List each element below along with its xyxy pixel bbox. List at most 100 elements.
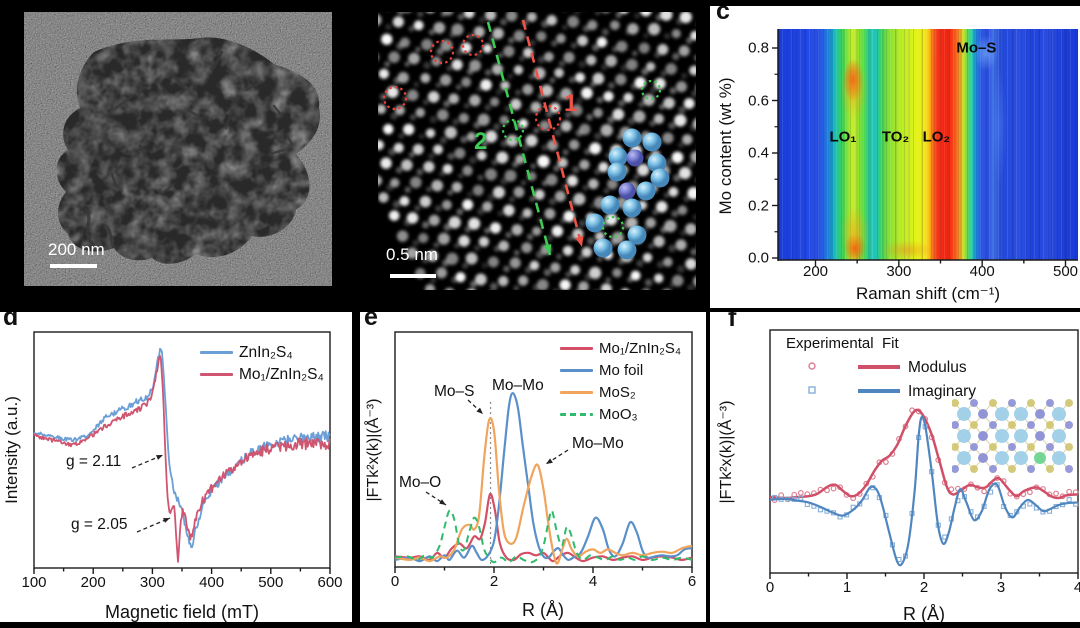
g-value-annotation-1: g = 2.11 <box>66 453 122 470</box>
atom-dot <box>685 223 696 235</box>
atom-dot <box>671 274 684 287</box>
atom-dot <box>612 267 622 278</box>
atom-dot <box>455 272 466 283</box>
atom-dot-dim <box>481 262 488 269</box>
atom-dot-dim <box>473 121 481 129</box>
atom-dot-dim <box>644 278 653 287</box>
atom-dot <box>620 12 628 14</box>
atom-dot-dim <box>568 76 576 84</box>
inset-atom-small <box>989 421 997 429</box>
atom-dot-dim <box>636 259 644 268</box>
annotation-arrow-head <box>439 499 446 505</box>
atom-dot <box>388 210 400 221</box>
exafs-curve <box>394 492 693 563</box>
atom-dot <box>687 187 696 200</box>
atom-dot <box>445 287 454 290</box>
atom-dot <box>578 281 589 290</box>
atom-dot-dim <box>477 208 485 216</box>
panel-d-epr-plot: d 100 200 300 400 500 600 ZnIn₂S₄ Mo₁/ZnIn₂S₄… <box>0 312 352 622</box>
atom-dot-dim <box>423 61 431 70</box>
atom-dot-dim <box>462 262 469 269</box>
mo-atom-sphere <box>618 182 636 200</box>
atom-dot <box>634 77 647 89</box>
atom-dot <box>506 12 518 22</box>
experimental-marker <box>830 485 837 492</box>
atom-dot-dim <box>476 86 482 92</box>
atom-dot <box>679 12 692 24</box>
exafs-fit-x-ticklabels: 0 1 2 3 4 <box>710 312 1080 622</box>
atom-dot <box>492 186 505 199</box>
atom-dot <box>653 235 665 248</box>
atom-dot-dim <box>426 186 432 193</box>
atom-dot <box>532 226 542 236</box>
fit-line-imaginary <box>858 389 900 393</box>
atom-dot <box>537 155 550 168</box>
atom-dot-dim <box>560 217 566 224</box>
atom-dot <box>513 65 524 75</box>
atom-dot <box>533 67 546 80</box>
atom-dot-dim <box>648 243 654 249</box>
epr-curve <box>33 355 331 563</box>
atom-dot <box>484 12 497 21</box>
atom-dot-dim <box>582 184 589 191</box>
atom-dot <box>690 150 696 163</box>
atom-dot <box>536 279 549 290</box>
atom-dot-dim <box>562 24 568 30</box>
atom-dot-dim <box>678 142 684 148</box>
atom-dot-dim <box>617 99 626 107</box>
green-dotted-circle <box>640 79 662 101</box>
atom-dot <box>436 267 448 279</box>
epr-chart <box>33 331 331 574</box>
atom-dot-dim <box>404 186 411 193</box>
atom-dot-dim <box>587 237 595 245</box>
inset-atom-small <box>952 465 959 473</box>
atom-dot <box>562 245 573 256</box>
atom-dot-dim <box>620 64 628 72</box>
atom-dot-dim <box>525 108 532 115</box>
atom-dot <box>421 38 433 51</box>
inset-atom-small <box>989 399 997 407</box>
experimental-marker <box>1007 512 1013 519</box>
atom-dot-dim <box>397 12 405 15</box>
inset-atom-small <box>1046 443 1054 451</box>
inset-atom-small <box>970 399 978 407</box>
legend-item: MoO₃ <box>560 407 638 422</box>
atom-dot <box>587 19 598 31</box>
atom-dot <box>451 59 463 71</box>
atom-dot <box>677 205 688 216</box>
red-dotted-circle <box>534 104 562 132</box>
atom-dot <box>503 204 515 217</box>
atom-dot <box>529 260 540 271</box>
sulfur-sphere <box>617 240 637 260</box>
atom-dot <box>573 193 586 206</box>
inset-atom-small <box>1027 421 1035 429</box>
inset-atom-large <box>957 429 971 443</box>
atom-dot <box>563 210 575 223</box>
atom-dot-dim <box>683 195 690 203</box>
inset-atom-large <box>978 409 988 419</box>
annotation-arrow-head <box>546 458 553 464</box>
atom-dot <box>579 123 591 135</box>
inset-atom-large <box>978 453 988 463</box>
atom-dot <box>396 230 409 242</box>
atom-dot-dim <box>641 68 649 76</box>
atom-dot <box>509 257 521 269</box>
atom-dot <box>498 240 510 252</box>
atom-dot <box>600 283 612 290</box>
annotation-mo-s: Mo–S <box>434 383 475 400</box>
atom-dot-dim <box>529 196 535 202</box>
inset-atom-large <box>995 407 1009 421</box>
atom-dot <box>499 115 509 125</box>
atom-dot-dim <box>549 77 556 84</box>
mo-atom-sphere <box>626 149 644 167</box>
tick-label: 400 <box>199 574 225 591</box>
atom-dot <box>378 54 379 61</box>
green-dotted-circle <box>501 118 525 142</box>
legend-znin2s4: ZnIn₂S₄ <box>200 345 293 361</box>
atom-dot-dim <box>463 102 470 109</box>
atom-dot <box>461 77 472 88</box>
atom-dot-dim <box>475 51 483 59</box>
legend-line <box>560 413 593 416</box>
atom-dot-dim <box>600 63 608 71</box>
atom-dot <box>554 190 566 202</box>
